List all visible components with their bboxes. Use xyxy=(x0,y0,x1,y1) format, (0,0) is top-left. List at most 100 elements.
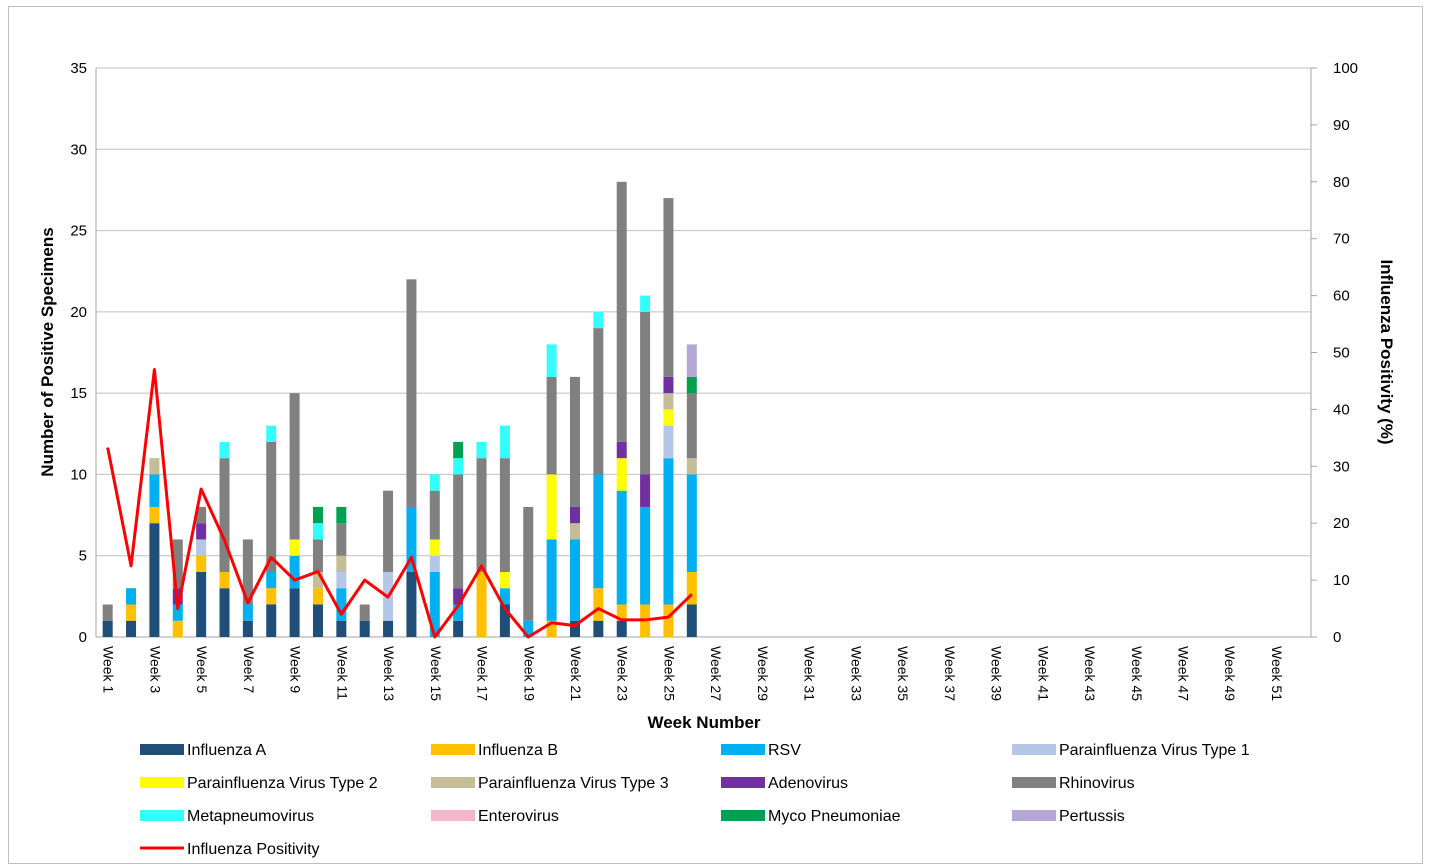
x-tick-label: Week 45 xyxy=(1129,646,1145,701)
bar-segment-rhinovirus xyxy=(102,604,113,621)
legend-label-parainfluenza-virus-type-2: Parainfluenza Virus Type 2 xyxy=(187,775,378,792)
line-influenza-positivity xyxy=(106,368,693,639)
bar-segment-parainfluenza-virus-type-3 xyxy=(663,393,674,410)
x-tick-label: Week 9 xyxy=(288,646,304,693)
bar-segment-metapneumovirus xyxy=(453,458,464,475)
x-tick-label: Week 51 xyxy=(1269,646,1285,701)
legend-swatch-parainfluenza-virus-type-1 xyxy=(1012,744,1056,755)
bar-segment-influenza-b xyxy=(172,620,183,637)
x-tick-label: Week 25 xyxy=(661,646,677,701)
x-tick-label: Week 37 xyxy=(942,646,958,701)
bar-segment-parainfluenza-virus-type-3 xyxy=(569,523,580,540)
bar-segment-pertussis xyxy=(686,344,697,377)
x-tick-label: Week 13 xyxy=(381,646,397,701)
bar-segment-parainfluenza-virus-type-1 xyxy=(429,555,440,572)
bar-segment-metapneumovirus xyxy=(266,425,277,442)
y2-tick-label: 50 xyxy=(1333,345,1350,362)
bar-segment-influenza-a xyxy=(359,620,370,637)
bar-segment-influenza-a xyxy=(686,604,697,637)
bar-segment-metapneumovirus xyxy=(499,425,510,459)
legend-swatch-parainfluenza-virus-type-3 xyxy=(431,777,475,788)
x-tick-label: Week 17 xyxy=(475,646,491,701)
bar-segment-rhinovirus xyxy=(640,311,651,475)
bar-segment-rsv xyxy=(242,604,253,621)
bar-segment-rhinovirus xyxy=(219,458,230,572)
y-tick-label: 0 xyxy=(79,629,87,646)
y2-tick-label: 40 xyxy=(1333,401,1350,418)
bar-segment-rsv xyxy=(406,506,417,572)
bar-segment-parainfluenza-virus-type-3 xyxy=(312,571,323,589)
bar-segment-rsv xyxy=(336,588,347,621)
bar-segment-rsv xyxy=(616,490,627,605)
legend-swatch-metapneumovirus xyxy=(140,810,184,821)
bar-segment-influenza-a xyxy=(569,620,580,637)
x-tick-label: Week 11 xyxy=(334,646,350,700)
bar-segment-influenza-a xyxy=(383,620,394,637)
x-tick-label: Week 5 xyxy=(194,646,210,693)
bar-segment-influenza-a xyxy=(102,620,113,637)
bar-segment-metapneumovirus xyxy=(546,344,557,377)
legend: Influenza A Influenza B RSV Parainfluenza V… xyxy=(140,742,1250,858)
x-tick-label: Week 33 xyxy=(848,646,864,701)
bar-segment-rhinovirus xyxy=(172,539,183,589)
legend-label-pertussis: Pertussis xyxy=(1059,808,1125,825)
x-tick-label: Week 19 xyxy=(521,646,537,701)
bar-segment-rsv xyxy=(266,571,277,589)
bar-segment-rhinovirus xyxy=(383,490,394,572)
x-tick-label: Week 43 xyxy=(1082,646,1098,701)
bar-segment-rhinovirus xyxy=(476,458,487,572)
bar-segment-rsv xyxy=(499,588,510,605)
bar-segment-rhinovirus xyxy=(569,376,580,507)
bar-segment-rsv xyxy=(289,555,300,589)
y2-tick-label: 80 xyxy=(1333,174,1350,191)
bar-segment-influenza-a xyxy=(336,620,347,637)
x-tick-label: Week 15 xyxy=(428,646,444,701)
legend-swatch-influenza-a xyxy=(140,744,184,755)
bar-segment-influenza-a xyxy=(616,620,627,637)
bar-segment-influenza-a xyxy=(593,620,604,637)
y2-tick-label: 10 xyxy=(1333,572,1350,589)
bar-segment-parainfluenza-virus-type-3 xyxy=(686,458,697,475)
y-tick-label: 25 xyxy=(70,223,87,240)
bar-segment-rhinovirus xyxy=(686,393,697,459)
bar-segment-rhinovirus xyxy=(266,441,277,572)
bar-segment-parainfluenza-virus-type-1 xyxy=(336,571,347,589)
bar-segment-metapneumovirus xyxy=(312,523,323,540)
bar-segment-influenza-a xyxy=(242,620,253,637)
legend-label-enterovirus: Enterovirus xyxy=(478,808,559,825)
y-axis-title: Number of Positive Specimens xyxy=(38,227,57,476)
y2-axis-title: Influenza Positivity (%) xyxy=(1377,259,1396,444)
bar-segment-parainfluenza-virus-type-2 xyxy=(616,458,627,491)
bar-segment-rsv xyxy=(569,539,580,621)
bar-segment-metapneumovirus xyxy=(593,311,604,329)
bar-segment-metapneumovirus xyxy=(219,441,230,459)
legend-label-influenza-b: Influenza B xyxy=(478,742,558,759)
bar-segment-influenza-b xyxy=(126,604,137,621)
bar-segment-influenza-a xyxy=(499,604,510,637)
bar-segment-rsv xyxy=(149,474,160,507)
bar-segment-rhinovirus xyxy=(196,506,207,524)
x-tick-label: Week 27 xyxy=(708,646,724,701)
y2-tick-label: 70 xyxy=(1333,231,1350,248)
bar-segment-rsv xyxy=(593,474,604,589)
bar-segment-parainfluenza-virus-type-3 xyxy=(149,458,160,475)
bar-segment-rhinovirus xyxy=(289,393,300,540)
legend-swatch-rhinovirus xyxy=(1012,777,1056,788)
bar-segment-myco-pneumoniae xyxy=(312,506,323,524)
bar-segment-influenza-a xyxy=(289,588,300,637)
bar-segment-influenza-b xyxy=(149,506,160,524)
bar-segment-rhinovirus xyxy=(429,490,440,540)
bar-segment-rsv xyxy=(453,604,464,621)
bar-segment-rhinovirus xyxy=(499,458,510,572)
bar-segment-rhinovirus xyxy=(406,279,417,507)
bar-segment-rhinovirus xyxy=(593,328,604,475)
bar-segment-metapneumovirus xyxy=(429,474,440,491)
bar-segment-parainfluenza-virus-type-2 xyxy=(663,409,674,426)
legend-swatch-enterovirus xyxy=(431,810,475,821)
bar-segment-influenza-b xyxy=(663,604,674,637)
bar-segment-myco-pneumoniae xyxy=(686,376,697,394)
legend-swatch-adenovirus xyxy=(721,777,765,788)
bar-segment-rhinovirus xyxy=(359,604,370,621)
bar-segment-adenovirus xyxy=(569,506,580,524)
